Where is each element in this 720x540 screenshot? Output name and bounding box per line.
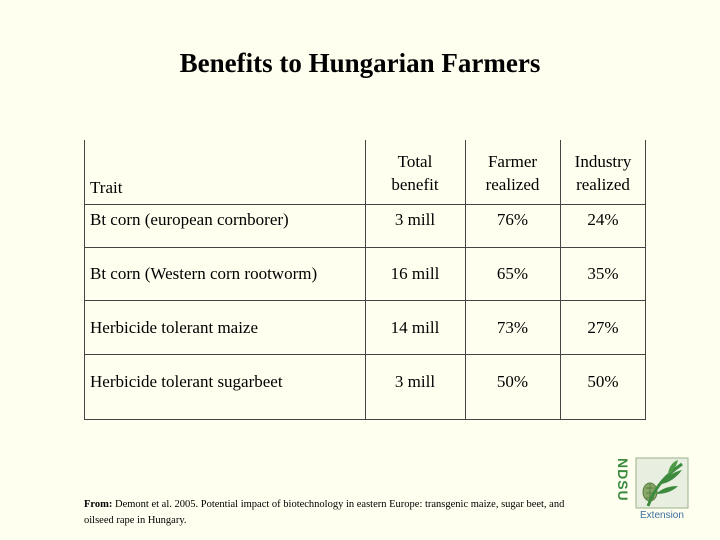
row-3-total: 14 mill — [390, 318, 440, 337]
logo-stalk — [646, 462, 683, 507]
table-border-right — [645, 140, 646, 420]
table-divider — [560, 140, 561, 420]
table-divider — [84, 247, 646, 248]
row-1-farmer: 76% — [496, 210, 529, 229]
row-2-trait: Bt corn (Western corn rootworm) — [90, 264, 318, 283]
row-4-farmer: 50% — [496, 372, 529, 391]
header-industry-line2: realized — [576, 175, 630, 194]
row-1-total: 3 mill — [394, 210, 436, 229]
row-3-industry: 27% — [587, 318, 619, 337]
row-3-farmer: 73% — [496, 318, 529, 337]
logo-leaf — [656, 486, 678, 494]
header-trait: Trait — [90, 178, 123, 197]
row-2-total: 16 mill — [390, 264, 440, 283]
table-divider — [84, 204, 646, 205]
header-farmer-line2: realized — [485, 175, 540, 194]
citation: From: Demont et al. 2005. Potential impa… — [84, 497, 584, 529]
table-divider — [84, 354, 646, 355]
header-industry-line1: Industry — [574, 152, 632, 171]
row-4-industry: 50% — [587, 372, 619, 391]
header-farmer-realized: Farmer realized — [465, 150, 560, 196]
logo-leaf — [668, 460, 678, 476]
table-divider — [84, 300, 646, 301]
slide-title: Benefits to Hungarian Farmers — [179, 48, 541, 78]
header-farmer-line1: Farmer — [487, 152, 538, 171]
header-industry-realized: Industry realized — [560, 150, 646, 196]
logo-extension-text: Extension — [640, 510, 684, 521]
table-border-left — [84, 140, 85, 420]
row-2-farmer: 65% — [496, 264, 529, 283]
logo-ndsu-text: NDSU — [615, 458, 631, 502]
citation-label: From: — [84, 499, 113, 510]
logo-leaf — [662, 470, 682, 484]
logo-grain-lines — [646, 484, 654, 502]
table-border-bottom — [84, 419, 646, 420]
table-divider — [465, 140, 466, 420]
table-divider — [365, 140, 366, 420]
row-2-industry: 35% — [587, 264, 619, 283]
row-4-total: 3 mill — [394, 372, 436, 391]
header-total-line1: Total — [397, 152, 433, 171]
row-1-trait: Bt corn (european cornborer) — [90, 210, 289, 229]
row-1-industry: 24% — [587, 210, 619, 229]
benefits-table: Trait Total benefit Farmer realized Indu… — [84, 140, 646, 420]
row-4-trait: Herbicide tolerant sugarbeet — [90, 372, 283, 391]
row-3-trait: Herbicide tolerant maize — [90, 318, 259, 337]
ndsu-extension-logo — [635, 457, 689, 509]
header-total-line2: benefit — [391, 175, 439, 194]
header-total-benefit: Total benefit — [365, 150, 465, 196]
citation-text: Demont et al. 2005. Potential impact of … — [84, 499, 565, 526]
